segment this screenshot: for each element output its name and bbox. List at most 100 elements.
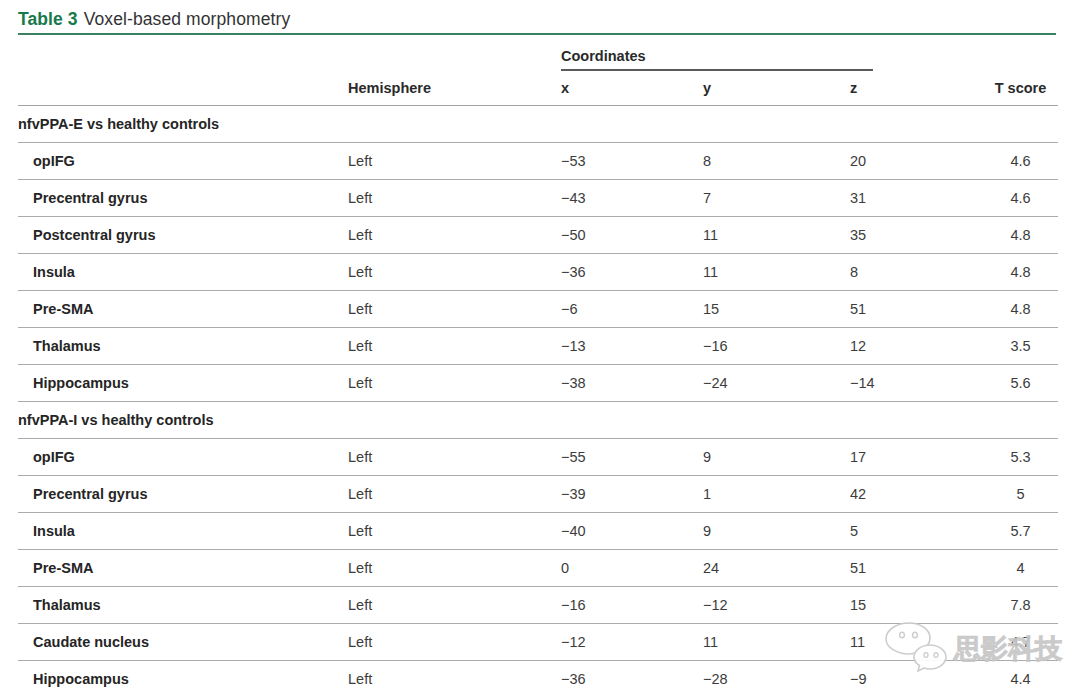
cell-y: 11 <box>703 254 850 291</box>
table-row: Precentral gyrusLeft−391425 <box>18 476 1058 513</box>
cell-z: −14 <box>850 365 983 402</box>
table-head: Coordinates Hemisphere x y z T score <box>18 35 1058 106</box>
cell-region: Hippocampus <box>18 365 348 402</box>
cell-region: Precentral gyrus <box>18 180 348 217</box>
cell-z: 51 <box>850 550 983 587</box>
table-row: ThalamusLeft−13−16123.5 <box>18 328 1058 365</box>
cell-hemisphere: Left <box>348 439 561 476</box>
cell-y: 9 <box>703 513 850 550</box>
cell-x: −53 <box>561 143 703 180</box>
table-row: Pre-SMALeft024514 <box>18 550 1058 587</box>
cell-region: Precentral gyrus <box>18 476 348 513</box>
cell-x: −36 <box>561 661 703 697</box>
cell-t: 3.5 <box>983 328 1058 365</box>
cell-hemisphere: Left <box>348 587 561 624</box>
cell-hemisphere: Left <box>348 180 561 217</box>
cell-y: −24 <box>703 365 850 402</box>
cell-y: −12 <box>703 587 850 624</box>
cell-region: Insula <box>18 513 348 550</box>
cell-hemisphere: Left <box>348 291 561 328</box>
cell-z: 12 <box>850 328 983 365</box>
cell-y: −28 <box>703 661 850 697</box>
cell-z: −9 <box>850 661 983 697</box>
cell-hemisphere: Left <box>348 624 561 661</box>
cell-t: 4.6 <box>983 180 1058 217</box>
cell-y: 7 <box>703 180 850 217</box>
cell-t: 7.8 <box>983 587 1058 624</box>
tscore-column-header: T score <box>983 71 1058 106</box>
cell-hemisphere: Left <box>348 513 561 550</box>
cell-x: −16 <box>561 587 703 624</box>
cell-z: 20 <box>850 143 983 180</box>
cell-y: 15 <box>703 291 850 328</box>
cell-z: 8 <box>850 254 983 291</box>
cell-t: 4.8 <box>983 217 1058 254</box>
cell-y: −16 <box>703 328 850 365</box>
cell-t: 5.7 <box>983 513 1058 550</box>
cell-t: 5.6 <box>983 365 1058 402</box>
vbm-table: Coordinates Hemisphere x y z T score nfv… <box>18 35 1058 697</box>
cell-t: 4.8 <box>983 254 1058 291</box>
cell-x: −36 <box>561 254 703 291</box>
cell-region: Thalamus <box>18 328 348 365</box>
table-row: InsulaLeft−40955.7 <box>18 513 1058 550</box>
coordinates-header-cell: Coordinates <box>561 35 983 71</box>
cell-t: 4.4 <box>983 661 1058 697</box>
table-row: HippocampusLeft−36−28−94.4 <box>18 661 1058 697</box>
table-row: opIFGLeft−559175.3 <box>18 439 1058 476</box>
cell-x: −13 <box>561 328 703 365</box>
cell-region: Pre-SMA <box>18 550 348 587</box>
table-row: opIFGLeft−538204.6 <box>18 143 1058 180</box>
cell-y: 11 <box>703 217 850 254</box>
cell-region: Pre-SMA <box>18 291 348 328</box>
table-row: HippocampusLeft−38−24−145.6 <box>18 365 1058 402</box>
cell-t: 4.8 <box>983 291 1058 328</box>
cell-y: 11 <box>703 624 850 661</box>
table-row: Pre-SMALeft−615514.8 <box>18 291 1058 328</box>
table-row: Precentral gyrusLeft−437314.6 <box>18 180 1058 217</box>
cell-hemisphere: Left <box>348 143 561 180</box>
cell-z: 15 <box>850 587 983 624</box>
cell-z: 35 <box>850 217 983 254</box>
cell-hemisphere: Left <box>348 476 561 513</box>
table-body: nfvPPA-E vs healthy controlsopIFGLeft−53… <box>18 106 1058 697</box>
cell-z: 5 <box>850 513 983 550</box>
cell-z: 31 <box>850 180 983 217</box>
cell-x: −6 <box>561 291 703 328</box>
cell-region: opIFG <box>18 143 348 180</box>
cell-x: −38 <box>561 365 703 402</box>
cell-t: 4 <box>983 550 1058 587</box>
cell-z: 11 <box>850 624 983 661</box>
cell-x: −12 <box>561 624 703 661</box>
section-header-row: nfvPPA-E vs healthy controls <box>18 106 1058 143</box>
cell-x: −50 <box>561 217 703 254</box>
cell-hemisphere: Left <box>348 328 561 365</box>
cell-region: Hippocampus <box>18 661 348 697</box>
empty-header-cell <box>18 35 348 71</box>
cell-hemisphere: Left <box>348 365 561 402</box>
cell-x: −43 <box>561 180 703 217</box>
empty-header-cell <box>983 35 1058 71</box>
hemisphere-column-header: Hemisphere <box>348 71 561 106</box>
paper-table-page: Table 3 Voxel-based morphometry Coordinat… <box>0 0 1080 697</box>
region-column-header <box>18 71 348 106</box>
cell-x: −40 <box>561 513 703 550</box>
cell-y: 24 <box>703 550 850 587</box>
coordinates-label: Coordinates <box>561 48 873 71</box>
cell-t: 4.7 <box>983 624 1058 661</box>
cell-y: 9 <box>703 439 850 476</box>
cell-x: −55 <box>561 439 703 476</box>
cell-t: 5.3 <box>983 439 1058 476</box>
table-row: ThalamusLeft−16−12157.8 <box>18 587 1058 624</box>
cell-hemisphere: Left <box>348 550 561 587</box>
empty-header-cell <box>348 35 561 71</box>
section-header: nfvPPA-E vs healthy controls <box>18 106 1058 143</box>
cell-hemisphere: Left <box>348 661 561 697</box>
column-header-row: Hemisphere x y z T score <box>18 71 1058 106</box>
cell-region: Caudate nucleus <box>18 624 348 661</box>
coordinates-header-row: Coordinates <box>18 35 1058 71</box>
cell-x: −39 <box>561 476 703 513</box>
table-number: Table 3 <box>18 9 78 29</box>
table-caption: Voxel-based morphometry <box>84 9 291 29</box>
cell-hemisphere: Left <box>348 217 561 254</box>
